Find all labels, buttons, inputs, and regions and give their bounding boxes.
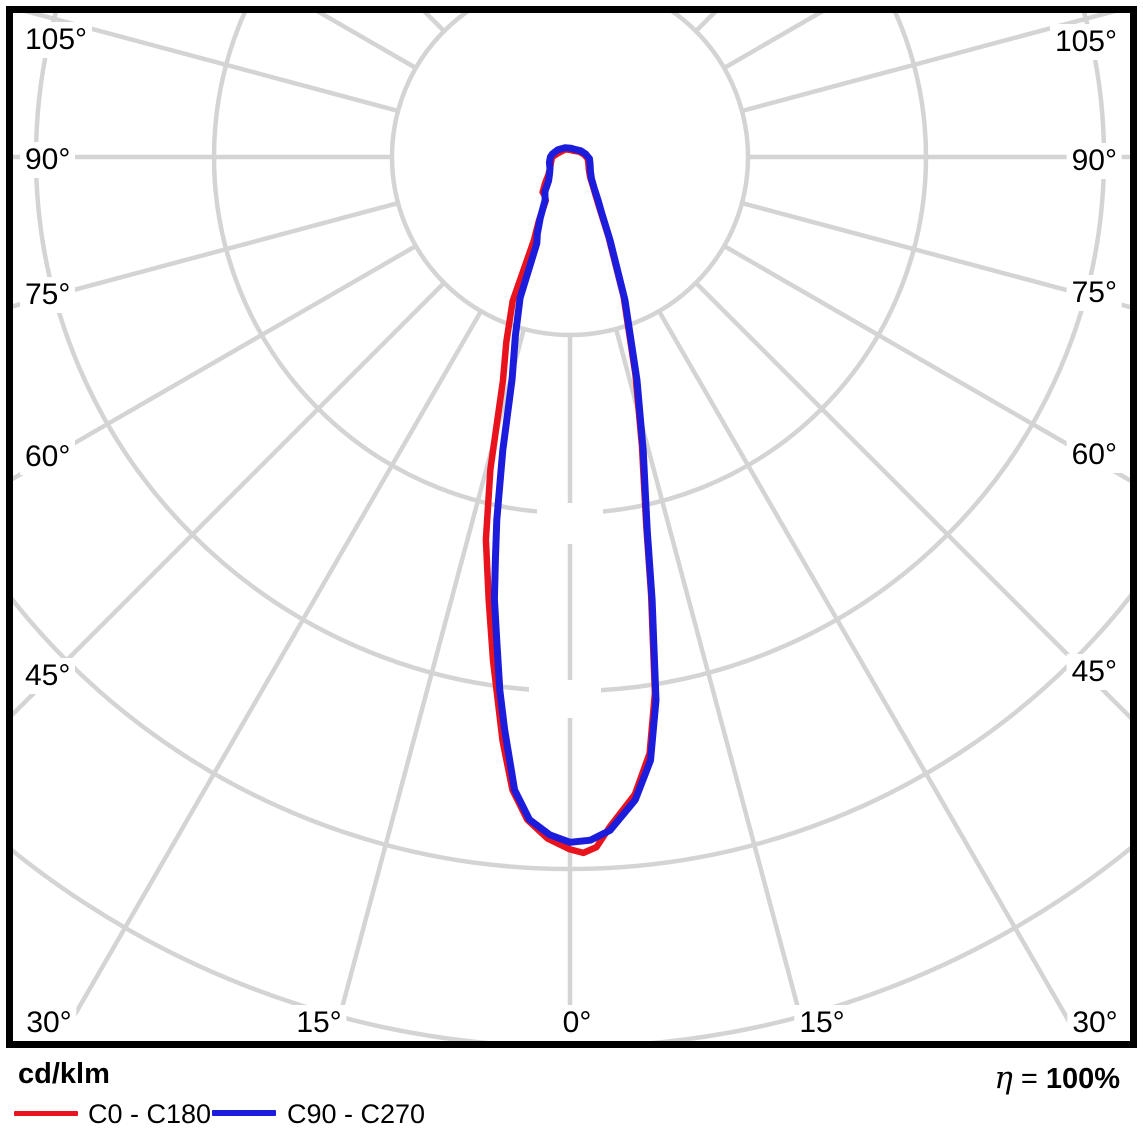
grid-spoke	[741, 12, 1120, 114]
plot-border	[6, 6, 1137, 1048]
radial-label-erase-boxes	[529, 503, 603, 718]
grid-spoke	[330, 328, 527, 1042]
angle-label-bottom-15l: 15°	[291, 1005, 347, 1041]
grid-spoke	[657, 310, 1084, 1042]
angle-label-left-105: 105°	[20, 22, 93, 58]
efficiency-readout: η = 100%	[994, 1060, 1120, 1096]
radial-label-erase-box	[529, 680, 601, 718]
curve-c90-c270	[490, 144, 660, 846]
angle-label-left-75: 75°	[20, 277, 76, 313]
eta-equals: =	[1020, 1063, 1038, 1095]
grid-spoke	[20, 12, 399, 114]
grid-spoke	[723, 244, 1132, 485]
angle-label-left-90: 90°	[20, 142, 76, 178]
intensity-curves	[482, 144, 660, 857]
angle-label-left-45: 45°	[20, 658, 76, 694]
legend-swatch-c0-c180	[14, 1111, 78, 1116]
angle-label-right-75: 75°	[1066, 275, 1122, 311]
grid-spoke	[56, 310, 483, 1042]
legend: C0 - C180 C90 - C270	[0, 1098, 1143, 1132]
angle-label-right-45: 45°	[1066, 654, 1122, 690]
eta-value: 100%	[1045, 1063, 1120, 1095]
angle-label-bottom-30l: 30°	[21, 1005, 77, 1041]
angle-label-right-90: 90°	[1066, 143, 1122, 179]
legend-swatch-c90-c270	[212, 1110, 276, 1116]
radial-label-erase-box	[537, 503, 603, 544]
angle-label-right-105: 105°	[1049, 24, 1122, 60]
grid-spoke	[741, 200, 1132, 310]
eta-symbol: η	[994, 1060, 1013, 1096]
grid-spoke	[659, 0, 1143, 3]
grid-spoke	[12, 200, 399, 309]
angle-label-left-60: 60°	[20, 439, 76, 475]
grid-spoke	[613, 328, 810, 1042]
legend-label-c0-c180: C0 - C180	[88, 1099, 212, 1129]
grid-spoke	[12, 244, 417, 482]
angle-label-bottom-15r: 15°	[794, 1005, 850, 1041]
angle-label-bottom-30r: 30°	[1067, 1005, 1123, 1041]
grid-spoke	[0, 0, 481, 3]
grid-spoke	[12, 281, 446, 719]
units-label: cd/klm	[18, 1058, 110, 1090]
angle-label-right-60: 60°	[1066, 437, 1122, 473]
grid-spoke	[694, 281, 1132, 723]
angle-label-bottom-0: 0°	[557, 1005, 597, 1041]
legend-label-c90-c270: C90 - C270	[287, 1099, 426, 1129]
